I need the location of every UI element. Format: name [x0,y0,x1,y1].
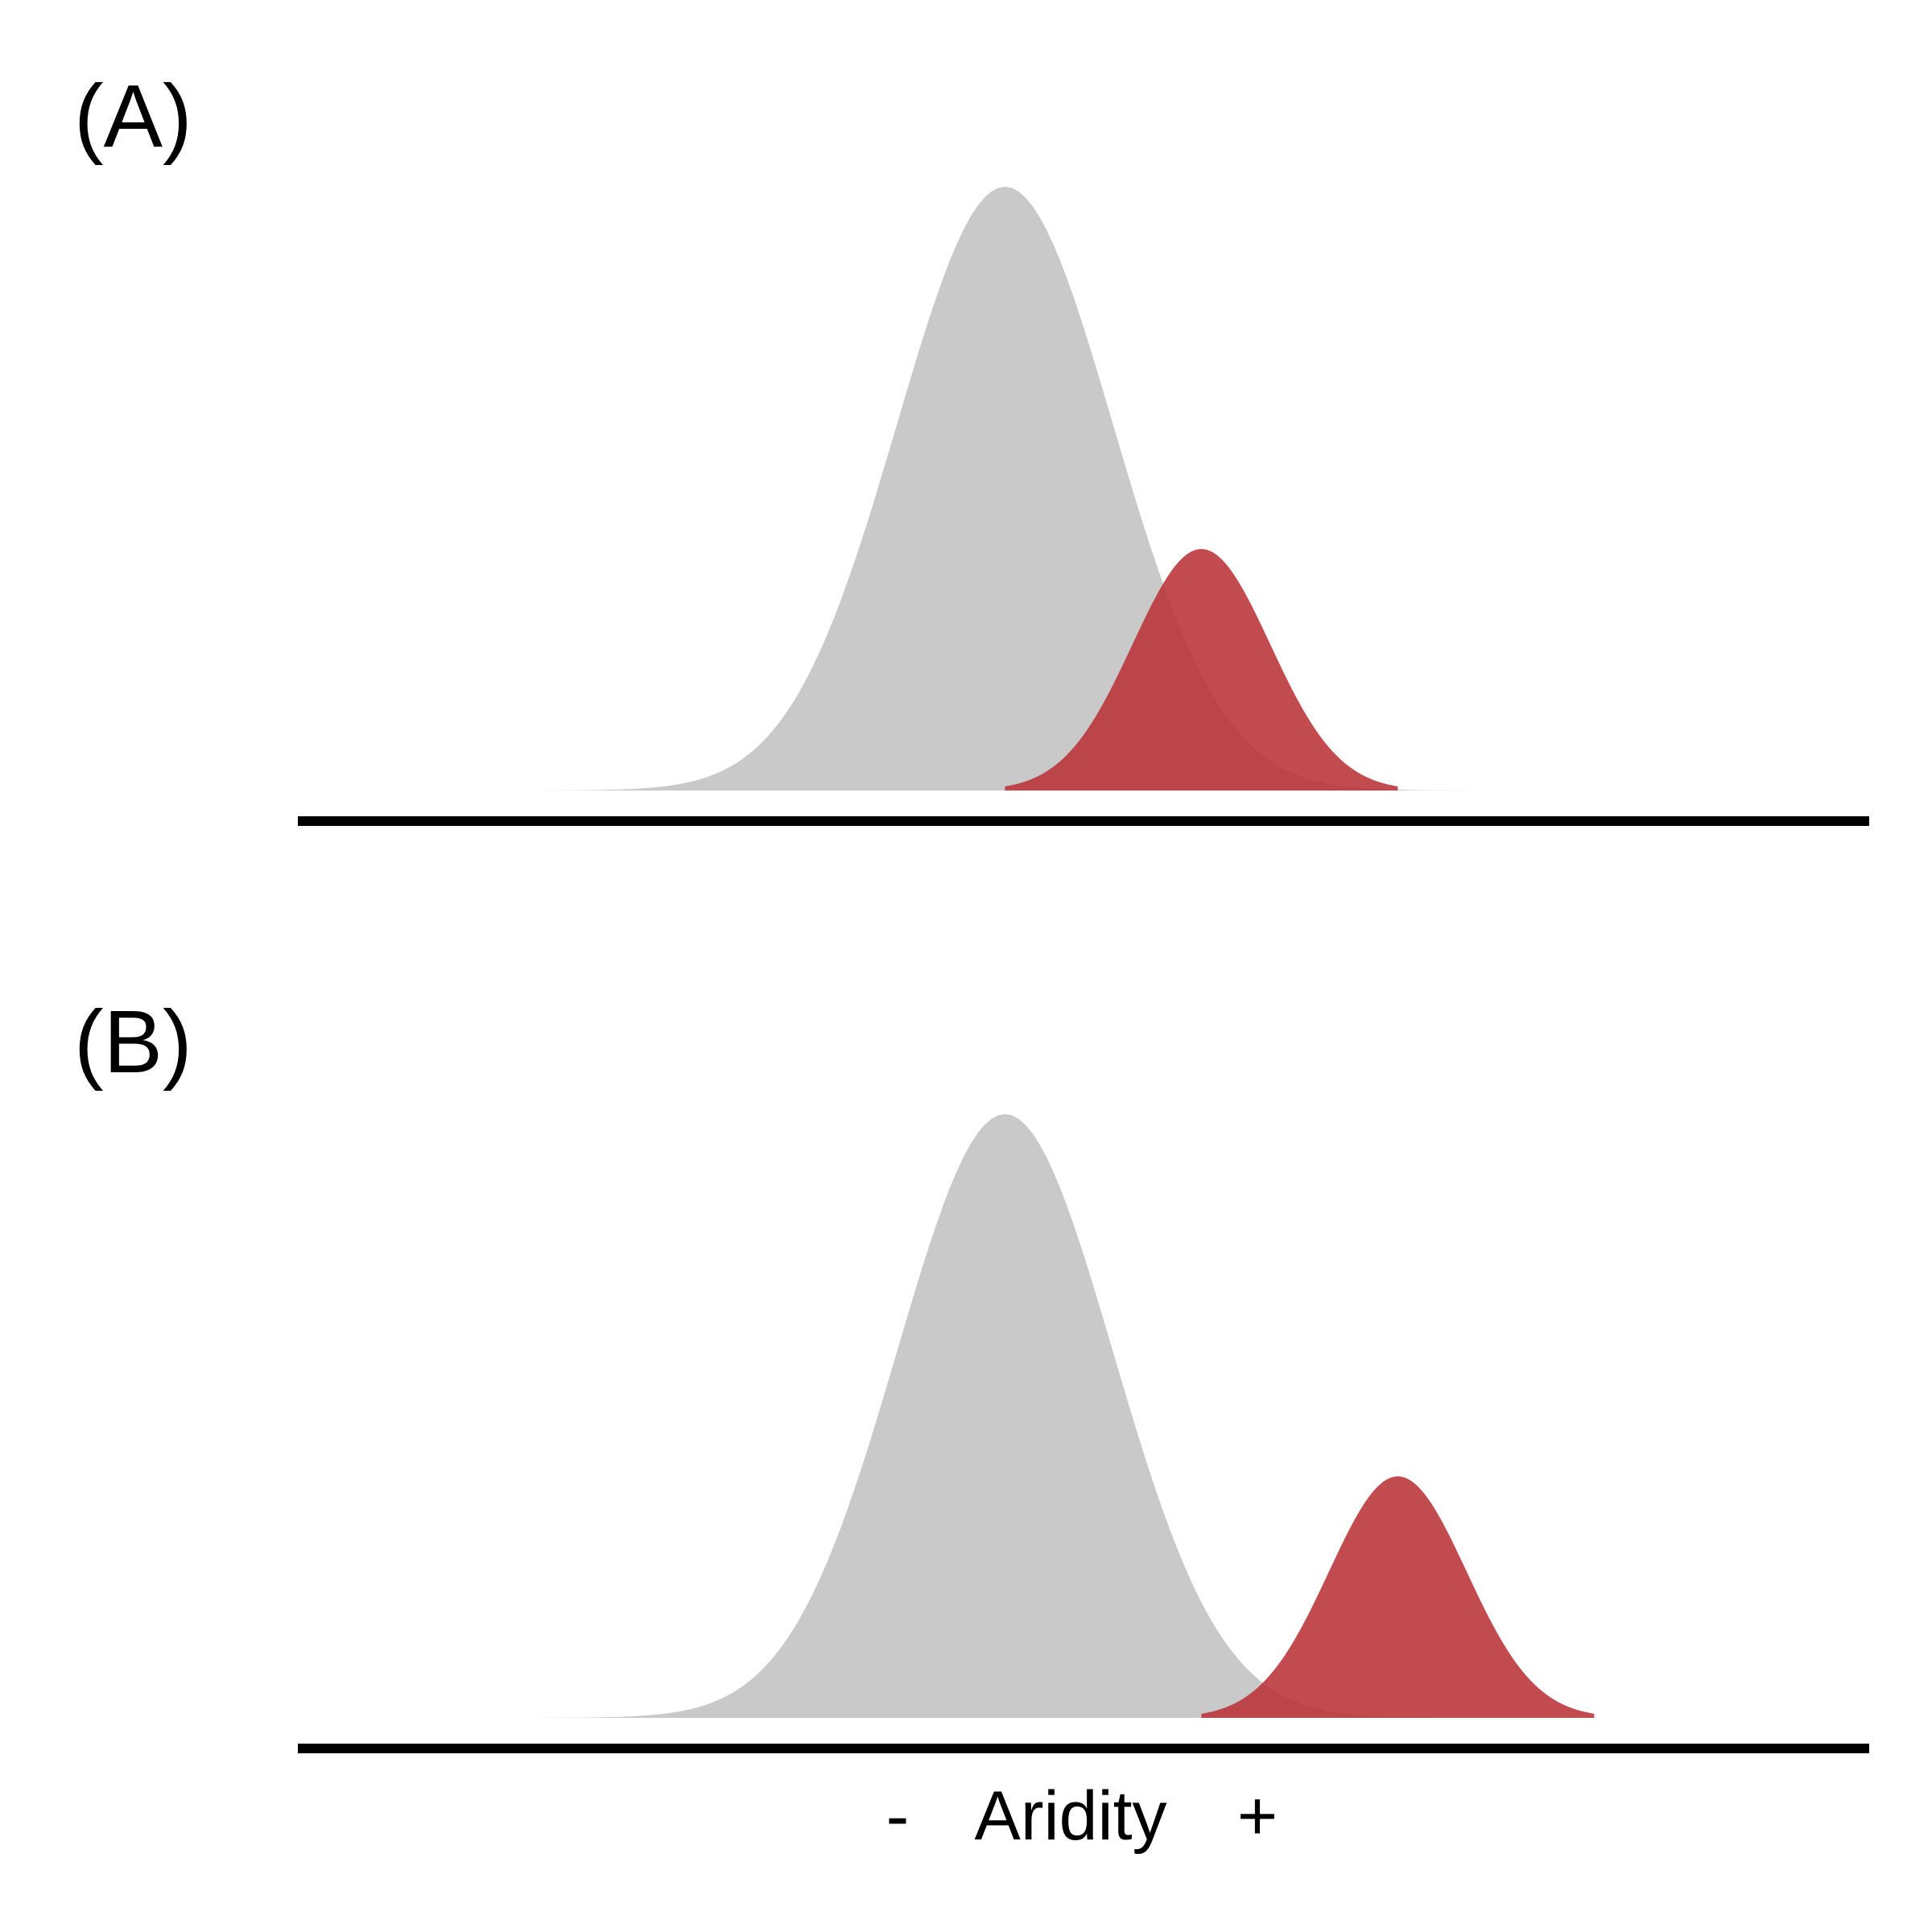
panel-a: (A) [74,67,1869,826]
aridity-minus-label: - [886,1777,910,1855]
aridity-plus-label: + [1237,1777,1278,1855]
panel-a-plot-area [455,187,1555,791]
panel-b-background-distribution [455,1114,1555,1718]
panel-a-label: (A) [74,67,192,166]
panel-b-label: (B) [74,993,192,1092]
aridity-axis-legend: - Aridity + [886,1777,1278,1855]
aridity-axis-label: Aridity [975,1777,1167,1855]
panel-b-plot-area [455,1114,1595,1718]
panel-a-background-distribution [455,187,1555,791]
panel-a-focal-distribution [1005,549,1398,791]
panel-b: (B) [74,993,1869,1753]
panel-b-focal-distribution [1201,1476,1595,1718]
